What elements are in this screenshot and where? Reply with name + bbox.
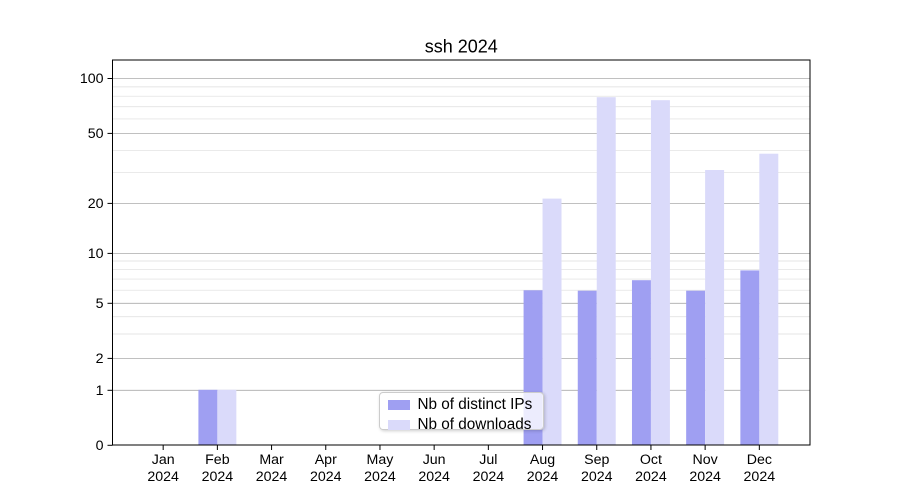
svg-text:Oct: Oct [640, 452, 662, 468]
svg-text:Aug: Aug [530, 452, 555, 468]
svg-text:10: 10 [88, 246, 104, 262]
svg-text:0: 0 [96, 438, 104, 454]
svg-text:1: 1 [96, 383, 104, 399]
svg-text:ssh 2024: ssh 2024 [425, 37, 498, 57]
svg-text:Dec: Dec [747, 452, 772, 468]
svg-text:5: 5 [96, 296, 104, 312]
svg-text:2024: 2024 [256, 469, 288, 485]
svg-text:2024: 2024 [744, 469, 776, 485]
svg-text:2024: 2024 [635, 469, 667, 485]
svg-text:2024: 2024 [147, 469, 179, 485]
svg-text:Apr: Apr [315, 452, 337, 468]
svg-text:2024: 2024 [310, 469, 342, 485]
svg-text:Jan: Jan [152, 452, 175, 468]
svg-text:Mar: Mar [259, 452, 284, 468]
svg-text:2024: 2024 [689, 469, 721, 485]
svg-text:2: 2 [96, 351, 104, 367]
svg-text:Jul: Jul [479, 452, 497, 468]
svg-text:50: 50 [88, 126, 104, 142]
svg-text:2024: 2024 [581, 469, 613, 485]
svg-text:2024: 2024 [527, 469, 559, 485]
svg-text:Sep: Sep [584, 452, 609, 468]
svg-text:Nov: Nov [693, 452, 719, 468]
svg-text:20: 20 [88, 196, 104, 212]
svg-text:100: 100 [80, 71, 104, 87]
svg-text:Feb: Feb [205, 452, 230, 468]
svg-text:2024: 2024 [364, 469, 396, 485]
svg-text:Jun: Jun [423, 452, 446, 468]
svg-text:2024: 2024 [202, 469, 234, 485]
svg-text:2024: 2024 [418, 469, 450, 485]
svg-text:2024: 2024 [473, 469, 505, 485]
svg-text:May: May [367, 452, 395, 468]
